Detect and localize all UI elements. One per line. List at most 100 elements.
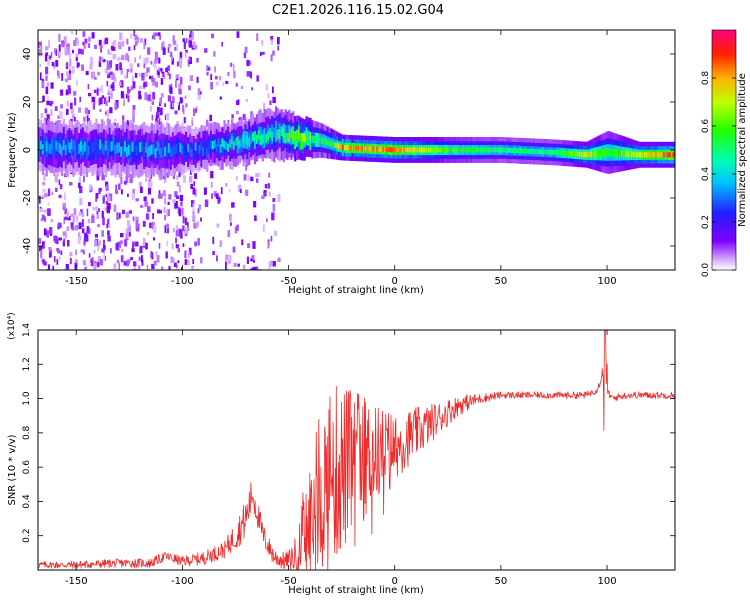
spectrogram-noise-cell — [167, 72, 170, 76]
spectrogram-noise-cell — [42, 182, 46, 186]
spectrogram-noise-cell — [231, 114, 234, 119]
spectrogram-noise-cell — [261, 51, 265, 55]
spectrogram-noise-cell — [140, 255, 143, 263]
spectrogram-signal-cell — [513, 148, 516, 154]
spectrogram-noise-cell — [180, 76, 183, 85]
spectrogram-signal-cell — [548, 149, 551, 155]
spectrogram-noise-cell — [60, 250, 63, 255]
spectrogram-noise-cell — [122, 209, 125, 215]
spectrogram-noise-cell — [174, 200, 178, 209]
spectrogram-signal-cell — [555, 150, 559, 155]
spectrogram-noise-cell — [153, 32, 156, 40]
spectrogram-noise-cell — [64, 36, 67, 44]
spectrogram-noise-cell — [84, 267, 87, 270]
spectrogram-noise-cell — [180, 231, 183, 239]
spectrogram-signal-cell — [202, 147, 205, 156]
spectrogram-noise-cell — [97, 71, 101, 76]
spectrogram-noise-cell — [41, 214, 45, 221]
spectrogram-signal-cell — [318, 136, 322, 144]
spectrogram-noise-cell — [88, 228, 91, 235]
spectrogram-signal-cell — [326, 139, 329, 146]
spectrogram-noise-cell — [134, 41, 138, 46]
spectrogram-noise-cell — [185, 228, 189, 234]
spectrogram-noise-cell — [101, 230, 104, 237]
spectrogram-noise-cell — [179, 83, 182, 88]
spectrogram-noise-cell — [138, 73, 141, 77]
spectrogram-noise-cell — [225, 80, 229, 85]
spectrogram-noise-cell — [220, 187, 223, 195]
spectrogram-noise-cell — [173, 262, 177, 267]
spectrogram-noise-cell — [167, 95, 172, 102]
y-tick-label: 0.8 — [22, 425, 32, 440]
spectrogram-signal-cell — [670, 152, 673, 158]
spectrogram-noise-cell — [178, 88, 182, 95]
spectrogram-noise-cell — [120, 240, 123, 245]
spectrogram-signal-cell — [309, 132, 312, 140]
spectrogram-noise-cell — [103, 239, 105, 248]
spectrogram-signal-cell — [355, 145, 358, 151]
spectrogram-noise-cell — [129, 33, 133, 39]
spectrogram-noise-cell — [78, 182, 81, 189]
spectrogram-noise-cell — [167, 224, 169, 233]
spectrogram-noise-cell — [188, 259, 190, 266]
spectrogram-signal-cell — [492, 147, 495, 153]
spectrogram-noise-cell — [162, 41, 165, 46]
spectrogram-signal-cell — [280, 126, 283, 137]
spectrogram-signal-cell — [410, 147, 413, 153]
spectrogram-noise-cell — [132, 114, 135, 123]
spectrogram-noise-cell — [250, 258, 254, 262]
spectrogram-noise-cell — [259, 268, 262, 270]
spectrogram-noise-cell — [158, 101, 161, 106]
spectrogram-noise-cell — [179, 63, 182, 68]
spectrogram-signal-cell — [112, 140, 115, 151]
spectrogram-noise-cell — [137, 36, 139, 44]
spectrogram-signal-cell — [336, 143, 339, 149]
spectrogram-noise-cell — [41, 81, 45, 89]
spectrogram-noise-cell — [67, 240, 70, 247]
y-tick-label: 20 — [22, 96, 33, 109]
spectrogram-noise-cell — [127, 193, 129, 198]
spectrogram-signal-cell — [263, 128, 266, 148]
spectrogram-noise-cell — [108, 224, 111, 228]
spectrogram-signal-cell — [370, 146, 373, 152]
spectrogram-noise-cell — [192, 258, 195, 265]
spectrogram-noise-cell — [171, 57, 174, 64]
spectrogram-noise-cell — [85, 70, 89, 75]
spectrogram-noise-cell — [125, 212, 129, 218]
spectrogram-noise-cell — [252, 255, 255, 260]
spectrogram-signal-cell — [343, 145, 346, 151]
spectrogram-noise-cell — [107, 72, 111, 79]
spectrogram-noise-cell — [94, 76, 97, 80]
spectrogram-signal-cell — [154, 148, 157, 159]
spectrogram-noise-cell — [49, 101, 53, 106]
spectrogram-noise-cell — [64, 47, 68, 56]
spectrogram-signal-cell — [651, 152, 654, 158]
spectrogram-noise-cell — [178, 184, 181, 193]
spectrogram-noise-cell — [258, 172, 261, 177]
spectrogram-noise-cell — [96, 88, 99, 96]
spectrogram-noise-cell — [75, 249, 78, 255]
spectrogram-noise-cell — [92, 102, 96, 107]
spectrogram-signal-cell — [580, 151, 583, 157]
spectrogram-signal-cell — [271, 131, 274, 142]
spectrogram-noise-cell — [210, 74, 213, 81]
spectrogram-noise-cell — [107, 49, 110, 55]
spectrogram-noise-cell — [69, 251, 73, 257]
spectrogram-signal-cell — [167, 143, 171, 153]
spectrogram-signal-cell — [554, 149, 557, 155]
x-tick-label: -100 — [171, 576, 194, 587]
spectrogram-noise-cell — [128, 210, 133, 214]
spectrogram-noise-cell — [172, 227, 175, 233]
spectrogram-noise-cell — [179, 194, 184, 201]
spectrogram-signal-cell — [468, 147, 471, 153]
spectrogram-noise-cell — [143, 81, 146, 88]
spectrogram-signal-cell — [378, 146, 381, 152]
spectrogram-signal-cell — [177, 145, 180, 155]
spectrogram-noise-cell — [175, 74, 180, 79]
spectrogram-signal-cell — [55, 140, 58, 151]
spectrogram-noise-cell — [195, 44, 198, 50]
spectrogram-signal-cell — [569, 151, 572, 156]
spectrogram-noise-cell — [148, 187, 152, 195]
spectrogram-noise-cell — [168, 43, 172, 48]
spectrogram-noise-cell — [221, 42, 223, 47]
